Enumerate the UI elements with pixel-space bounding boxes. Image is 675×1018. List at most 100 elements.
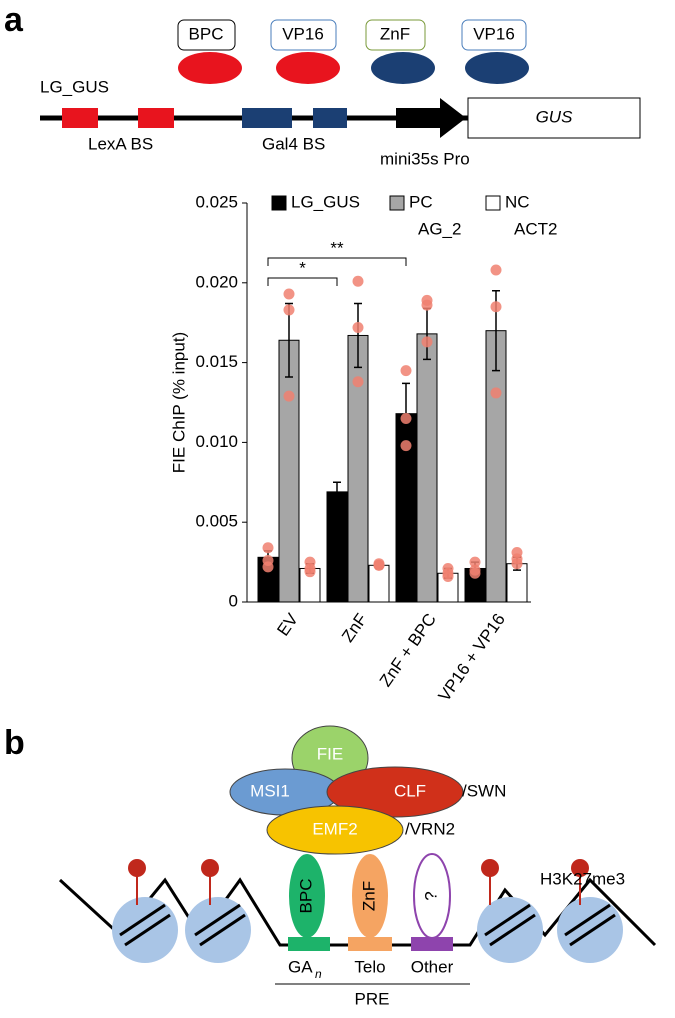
data-point (442, 570, 454, 582)
domain (276, 52, 340, 84)
legend-note: AG_2 (418, 219, 461, 238)
box (270, 19, 337, 51)
label: EMF2 (312, 819, 357, 838)
bar (278, 339, 300, 603)
data-point (490, 387, 502, 399)
label: CLF (394, 781, 426, 800)
y-tick-label: 0 (229, 591, 238, 610)
data-point (490, 301, 502, 313)
element (348, 937, 392, 951)
y-tick-label: 0.010 (195, 432, 238, 451)
y-tick-label: 0.025 (195, 192, 238, 211)
legend-label: NC (505, 192, 530, 211)
y-tick-label: 0.005 (195, 512, 238, 531)
x-tick-label: EV (273, 609, 302, 639)
data-point (421, 336, 433, 348)
label: ? (421, 891, 440, 900)
site (313, 108, 347, 128)
site (62, 108, 98, 128)
dna-wrap (119, 903, 616, 947)
box (177, 19, 236, 51)
significance-label: ** (330, 238, 344, 257)
bar (368, 564, 390, 603)
x-tick-label: ZnF (338, 610, 371, 646)
data-point (400, 412, 412, 424)
site (138, 108, 174, 128)
legend-label: LG_GUS (291, 192, 360, 211)
legend-swatch (271, 195, 287, 211)
x-tick-label: VP16 + VP16 (435, 610, 509, 705)
label: BPC (296, 879, 315, 914)
label: /SWN (462, 781, 506, 800)
bar (416, 333, 438, 603)
data-point (421, 299, 433, 311)
data-point (283, 288, 295, 300)
label: /VRN2 (405, 819, 455, 838)
element (288, 937, 330, 951)
label: H3K27me3 (540, 869, 625, 888)
domain (465, 52, 529, 84)
element (411, 937, 453, 951)
label: LexA BS (88, 134, 153, 153)
construct-diagram: BPC VP16 ZnF VP16 GUS LG_GUS LexA BS Gal… (40, 19, 641, 168)
data-point (262, 561, 274, 573)
label: BPC (189, 24, 224, 43)
label: ZnF (380, 24, 410, 43)
label: n (315, 967, 322, 981)
bar (485, 330, 507, 603)
label: mini35s Pro (380, 149, 470, 168)
bar (326, 491, 348, 603)
factor (289, 854, 325, 938)
box (365, 19, 426, 51)
error-bar (354, 302, 362, 369)
label: MSI1 (250, 781, 290, 800)
model-diagram: H3K27me3 FIE MSI1 CLF /SWN EMF2 /VRN2 BP… (58, 725, 657, 1008)
label: PRE (355, 989, 390, 1008)
data-point (490, 264, 502, 276)
data-point (352, 275, 364, 287)
bar-chart: 0 0.005 0.010 0.015 0.020 0.025 FIE ChIP (% in… (169, 192, 557, 704)
error-bar (333, 481, 341, 503)
legend-note: ACT2 (514, 219, 557, 238)
label: Other (411, 957, 454, 976)
label: VP16 (282, 24, 324, 43)
gene-box (467, 97, 641, 139)
label: LG_GUS (40, 77, 109, 96)
data-point (400, 365, 412, 377)
protein (266, 805, 404, 855)
label: GUS (536, 107, 574, 126)
label: GA (288, 957, 313, 976)
data-point (283, 304, 295, 316)
data-point (262, 542, 274, 554)
factor (352, 854, 388, 938)
significance-bracket (267, 257, 407, 266)
label: Telo (354, 957, 385, 976)
domain (178, 52, 242, 84)
data-point (352, 376, 364, 388)
data-point (511, 558, 523, 570)
domain (371, 52, 435, 84)
significance-bracket (267, 277, 338, 286)
data-point (352, 321, 364, 333)
data-point (304, 566, 316, 578)
legend-swatch (389, 195, 405, 211)
significance-label: * (299, 258, 306, 277)
promoter-arrow (396, 98, 466, 138)
error-bar (285, 302, 293, 378)
legend-swatch (485, 195, 501, 211)
legend-label: PC (409, 192, 433, 211)
label: Gal4 BS (262, 134, 325, 153)
y-tick-label: 0.015 (195, 352, 238, 371)
data-point (469, 556, 481, 568)
site (242, 108, 292, 128)
data-point (469, 567, 481, 579)
label: ZnF (359, 881, 378, 911)
y-tick-label: 0.020 (195, 272, 238, 291)
panel-label: b (4, 724, 25, 762)
panel-label: a (4, 1, 24, 39)
data-point (400, 440, 412, 452)
label: VP16 (473, 24, 515, 43)
label: FIE (317, 744, 343, 763)
data-point (283, 390, 295, 402)
